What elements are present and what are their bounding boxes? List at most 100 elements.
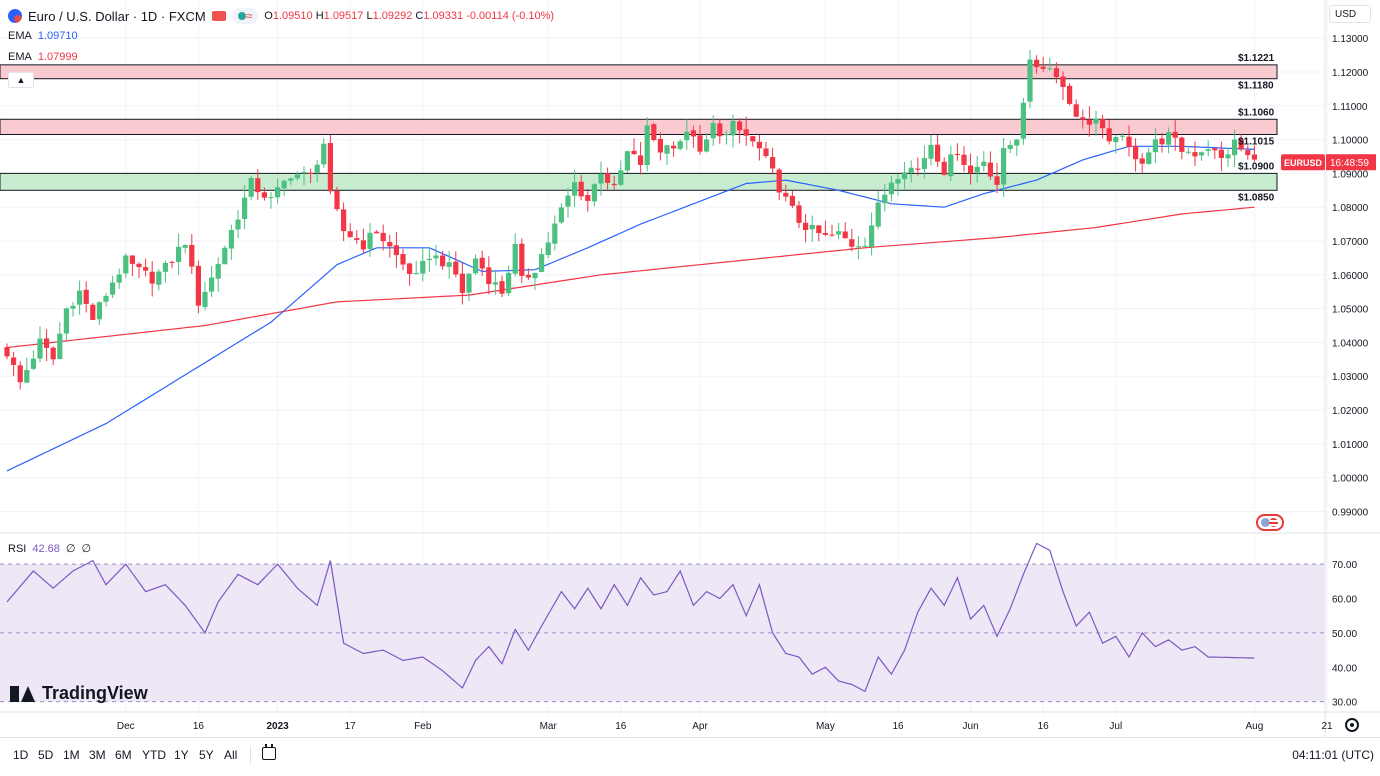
currency-selector[interactable]: USD <box>1329 5 1371 23</box>
candle[interactable] <box>1225 148 1231 167</box>
candle[interactable] <box>426 247 432 272</box>
candle[interactable] <box>156 268 162 291</box>
candle[interactable] <box>565 187 571 218</box>
candle[interactable] <box>1080 109 1086 129</box>
rsi-panel[interactable]: 70.00 60.00 50.00 40.00 30.00 <box>0 542 1357 709</box>
candle[interactable] <box>1179 136 1185 160</box>
candle[interactable] <box>1106 119 1112 145</box>
candle[interactable] <box>974 156 980 183</box>
candle[interactable] <box>1205 140 1211 157</box>
candle[interactable] <box>1113 134 1119 154</box>
candle[interactable] <box>149 261 155 297</box>
candle[interactable] <box>1133 138 1139 172</box>
candle[interactable] <box>941 157 947 176</box>
price-axis[interactable]: 1.13000 1.12000 1.11000 1.10000 1.09000 1.080… <box>1332 34 1369 518</box>
candle[interactable] <box>143 258 149 277</box>
candle[interactable] <box>453 251 459 278</box>
candle[interactable] <box>836 222 842 240</box>
timeframe-1m[interactable]: 1M <box>63 748 80 762</box>
candle[interactable] <box>704 132 710 153</box>
candle[interactable] <box>334 186 340 212</box>
candle[interactable] <box>717 118 723 144</box>
symbol-legend[interactable]: Euro / U.S. Dollar · 1D · FXCM ≈ O1.0951… <box>8 8 554 24</box>
timeframe-ytd[interactable]: YTD <box>142 748 166 762</box>
candle[interactable] <box>552 215 558 251</box>
candle[interactable] <box>255 169 261 200</box>
candle[interactable] <box>1146 147 1152 165</box>
candle[interactable] <box>393 231 399 268</box>
candle[interactable] <box>354 230 360 245</box>
timeframe-all[interactable]: All <box>224 748 238 762</box>
candle[interactable] <box>136 261 142 279</box>
candle[interactable] <box>327 134 333 195</box>
utc-clock[interactable]: 04:11:01 (UTC) <box>1292 748 1374 762</box>
candle[interactable] <box>400 249 406 271</box>
candle[interactable] <box>1159 133 1165 153</box>
candle[interactable] <box>314 159 320 183</box>
candle[interactable] <box>928 134 934 166</box>
candle[interactable] <box>935 135 941 167</box>
candle[interactable] <box>783 184 789 202</box>
candle[interactable] <box>169 260 175 269</box>
candle[interactable] <box>70 301 76 317</box>
candle[interactable] <box>367 223 373 257</box>
candle[interactable] <box>202 281 208 311</box>
time-axis[interactable]: Dec 16 2023 17 Feb Mar 16 Apr May 16 Jun 16 Jul Aug 21 <box>117 721 1333 732</box>
candle[interactable] <box>987 151 993 181</box>
candle[interactable] <box>1047 57 1053 72</box>
candle[interactable] <box>1251 145 1257 163</box>
candle[interactable] <box>869 212 875 256</box>
candle[interactable] <box>215 257 221 292</box>
candle[interactable] <box>506 265 512 297</box>
candle[interactable] <box>228 224 234 260</box>
candle[interactable] <box>176 233 182 276</box>
candle[interactable] <box>519 238 525 284</box>
candle[interactable] <box>294 171 300 181</box>
timeframe-5y[interactable]: 5Y <box>199 748 214 762</box>
candle[interactable] <box>275 178 281 204</box>
candle[interactable] <box>598 161 604 196</box>
candle[interactable] <box>1020 98 1026 145</box>
candle[interactable] <box>77 280 83 315</box>
candle[interactable] <box>420 248 426 282</box>
candle[interactable] <box>638 141 644 175</box>
timeframe-3m[interactable]: 3M <box>89 748 106 762</box>
candle[interactable] <box>116 268 122 289</box>
timeframe-1d[interactable]: 1D <box>13 748 29 762</box>
candle[interactable] <box>380 224 386 251</box>
candle[interactable] <box>981 151 987 172</box>
candle[interactable] <box>1245 145 1251 160</box>
candle[interactable] <box>459 262 465 305</box>
candle[interactable] <box>1185 148 1191 155</box>
candle[interactable] <box>486 256 492 295</box>
calendar-icon[interactable] <box>262 744 276 760</box>
candle[interactable] <box>413 260 419 275</box>
candle[interactable] <box>209 266 215 297</box>
candle[interactable] <box>1093 110 1099 137</box>
candle[interactable] <box>1192 141 1198 167</box>
candle[interactable] <box>1100 114 1106 139</box>
candle[interactable] <box>222 245 228 265</box>
candle[interactable] <box>83 281 89 313</box>
candle[interactable] <box>1199 151 1205 161</box>
candle[interactable] <box>288 177 294 185</box>
candle[interactable] <box>308 168 314 184</box>
candle[interactable] <box>1212 147 1218 159</box>
candle[interactable] <box>789 190 795 209</box>
candle[interactable] <box>103 293 109 307</box>
candle[interactable] <box>525 268 531 280</box>
candle[interactable] <box>618 160 624 187</box>
candle[interactable] <box>572 169 578 207</box>
candle[interactable] <box>110 275 116 298</box>
candle[interactable] <box>11 351 17 377</box>
candle[interactable] <box>1034 55 1040 74</box>
candle[interactable] <box>387 234 393 258</box>
candle[interactable] <box>855 235 861 260</box>
candle[interactable] <box>433 244 439 266</box>
candle[interactable] <box>1014 139 1020 156</box>
candle[interactable] <box>803 214 809 243</box>
candle[interactable] <box>796 200 802 229</box>
candle[interactable] <box>882 183 888 212</box>
candle[interactable] <box>473 254 479 276</box>
